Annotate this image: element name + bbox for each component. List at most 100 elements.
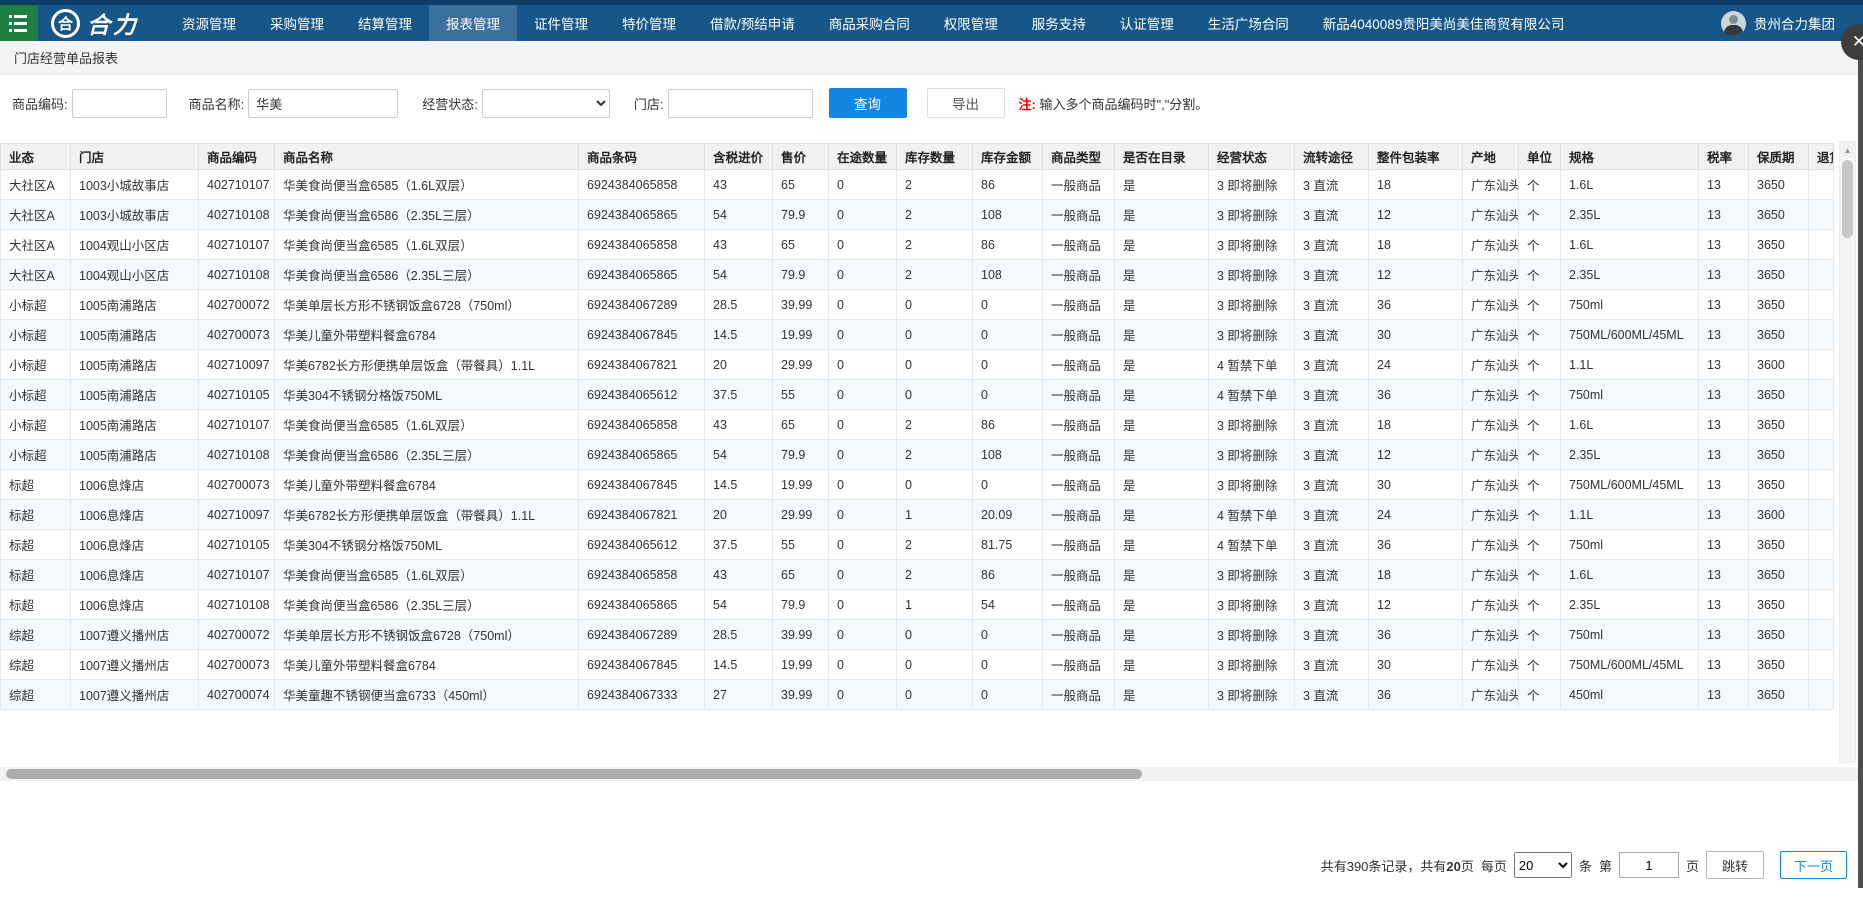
table-cell: 39.99 — [772, 619, 829, 650]
main-menu: 资源管理 采购管理 结算管理 报表管理 证件管理 特价管理 借款/预结申请 商品采购合同 权限管… — [165, 5, 1581, 41]
table-row: 综超 1007遵义播州店 402700073 华美儿童外带塑料餐盒6784 692438… — [0, 649, 1834, 680]
table-cell: 广东汕头 — [1462, 229, 1519, 260]
table-cell: 0 — [828, 499, 897, 530]
column-header: 保质期 — [1748, 143, 1809, 170]
table-cell: 0 — [828, 529, 897, 560]
table-cell: 1.6L — [1560, 229, 1699, 260]
table-cell: 36 — [1368, 379, 1463, 410]
nav-item[interactable]: 资源管理 — [182, 17, 236, 32]
nav-item[interactable]: 服务支持 — [1031, 17, 1086, 32]
table-cell: 一般商品 — [1042, 679, 1115, 710]
nav-item[interactable]: 新品4040089贵阳美尚美佳商贸有限公司 — [1322, 17, 1565, 32]
page-number-input[interactable] — [1618, 852, 1679, 878]
nav-item[interactable]: 证件管理 — [534, 17, 588, 32]
table-cell: 2.35L — [1560, 199, 1699, 230]
avatar-head-icon — [1729, 14, 1738, 24]
column-header: 库存数量 — [896, 143, 973, 170]
close-button[interactable]: ✕ — [1841, 24, 1863, 60]
table-cell: 是 — [1114, 559, 1209, 590]
table-cell: 个 — [1518, 469, 1561, 500]
table-cell: 广东汕头 — [1462, 679, 1519, 710]
table-cell: 27 — [704, 679, 773, 710]
next-page-button[interactable]: 下一页 — [1779, 851, 1847, 879]
nav-item[interactable]: 报表管理 — [429, 5, 517, 41]
nav-item[interactable]: 特价管理 — [622, 17, 676, 32]
product-code-input[interactable] — [71, 88, 167, 118]
table-cell: 一般商品 — [1042, 319, 1115, 350]
table-cell: 小标超 — [0, 439, 71, 470]
column-header: 在途数量 — [828, 143, 897, 170]
nav-item[interactable]: 结算管理 — [358, 17, 412, 32]
table-cell: 小标超 — [0, 289, 71, 320]
vertical-scrollbar[interactable]: ▲ — [1839, 141, 1856, 763]
table-cell: 个 — [1518, 589, 1561, 620]
table-cell: 13 — [1698, 679, 1749, 710]
table-cell: 3 直流 — [1294, 259, 1369, 290]
table-cell: 4 暂禁下单 — [1208, 349, 1295, 380]
nav-item[interactable]: 借款/预结申请 — [710, 17, 795, 32]
nav-item[interactable]: 生活广场合同 — [1207, 17, 1289, 32]
table-cell: 402700074 — [198, 679, 275, 710]
product-name-input[interactable] — [248, 88, 399, 118]
table-cell: 小标超 — [0, 379, 71, 410]
store-input[interactable] — [667, 88, 813, 118]
page-size-select[interactable]: 20 — [1513, 852, 1572, 878]
horizontal-scrollbar[interactable] — [0, 767, 1863, 781]
table-cell: 3 直流 — [1294, 409, 1369, 440]
table-cell: 13 — [1698, 379, 1749, 410]
search-button[interactable]: 查询 — [828, 88, 907, 118]
status-select[interactable] — [481, 88, 610, 118]
export-button[interactable]: 导出 — [926, 88, 1005, 118]
table-cell: 402710105 — [198, 379, 275, 410]
table-cell: 6924384065858 — [578, 169, 705, 200]
table-cell: 0 — [828, 559, 897, 590]
column-header: 商品条码 — [578, 143, 705, 170]
menu-toggle-button[interactable] — [0, 5, 38, 41]
table-cell: 一般商品 — [1042, 649, 1115, 680]
table-cell: 1006息烽店 — [70, 529, 199, 560]
breadcrumb-bar: 门店经营单品报表 — [0, 41, 1863, 75]
jump-button[interactable]: 跳转 — [1705, 851, 1764, 879]
table-cell: 是 — [1114, 499, 1209, 530]
table-cell: 3650 — [1748, 409, 1809, 440]
table-cell: 广东汕头 — [1462, 409, 1519, 440]
table-cell: 个 — [1518, 349, 1561, 380]
table-cell: 3650 — [1748, 259, 1809, 290]
table-cell: 1006息烽店 — [70, 499, 199, 530]
page-title: 门店经营单品报表 — [14, 51, 119, 66]
table-cell: 19.99 — [772, 469, 829, 500]
nav-item[interactable]: 权限管理 — [943, 17, 998, 32]
table-cell: 0 — [896, 319, 973, 350]
table-cell: 12 — [1368, 589, 1463, 620]
user-avatar[interactable] — [1721, 10, 1746, 36]
nav-item[interactable]: 认证管理 — [1119, 17, 1174, 32]
table-cell: 0 — [972, 379, 1043, 410]
nav-item[interactable]: 商品采购合同 — [828, 17, 910, 32]
table-cell: 是 — [1114, 229, 1209, 260]
column-header: 商品编码 — [198, 143, 275, 170]
scroll-up-icon[interactable]: ▲ — [1840, 142, 1855, 158]
table-cell: 综超 — [0, 649, 71, 680]
table-cell: 13 — [1698, 259, 1749, 290]
column-header: 单位 — [1518, 143, 1561, 170]
table-cell: 是 — [1114, 589, 1209, 620]
nav-item[interactable]: 采购管理 — [270, 17, 324, 32]
page-label: 第 — [1598, 858, 1612, 874]
table-row: 标超 1006息烽店 402710105 华美304不锈钢分格饭750ML 692438… — [0, 529, 1834, 560]
column-header: 商品类型 — [1042, 143, 1115, 170]
table-cell: 1007遵义播州店 — [70, 619, 199, 650]
vertical-scroll-thumb[interactable] — [1842, 160, 1853, 238]
table-cell: 402710107 — [198, 559, 275, 590]
table-cell: 0 — [972, 349, 1043, 380]
table-cell: 0 — [896, 349, 973, 380]
table-cell: 3650 — [1748, 619, 1809, 650]
table-cell: 一般商品 — [1042, 559, 1115, 590]
table-cell: 华美6782长方形便携单层饭盒（带餐具）1.1L — [274, 349, 579, 380]
table-cell: 个 — [1518, 169, 1561, 200]
table-cell: 0 — [828, 289, 897, 320]
table-cell: 2 — [896, 559, 973, 590]
table-cell: 54 — [704, 259, 773, 290]
horizontal-scroll-thumb[interactable] — [6, 769, 1143, 779]
table-cell: 个 — [1518, 649, 1561, 680]
table-cell: 0 — [972, 289, 1043, 320]
